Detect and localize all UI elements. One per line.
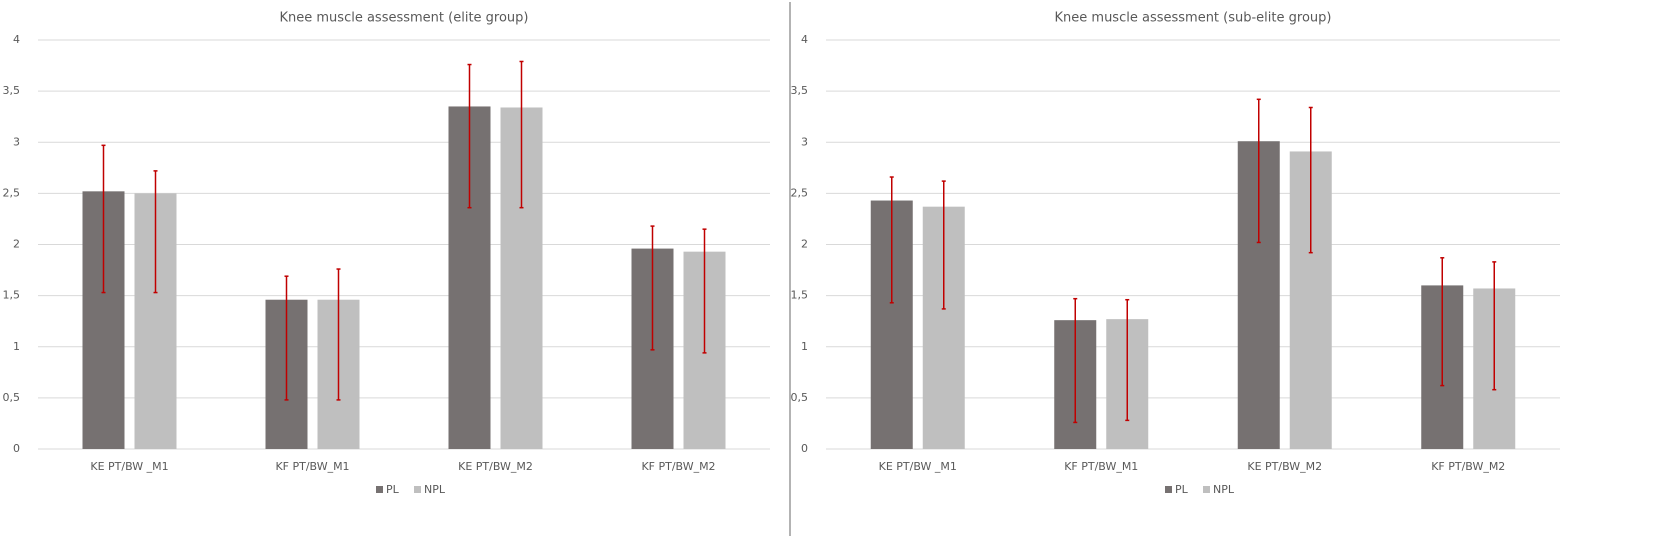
- y-tick-label: 3: [801, 135, 808, 148]
- y-tick-label: 3,5: [3, 84, 21, 97]
- legend-label: PL: [1175, 483, 1189, 496]
- legend-swatch: [376, 486, 383, 493]
- y-tick-label: 0: [801, 442, 808, 455]
- x-tick-label: KF PT/BW_M2: [641, 460, 715, 473]
- x-tick-label: KF PT/BW_M2: [1431, 460, 1505, 473]
- x-tick-label: KE PT/BW _M1: [90, 460, 168, 473]
- legend-label: NPL: [1213, 483, 1235, 496]
- legend-swatch: [1203, 486, 1210, 493]
- y-tick-label: 2,5: [791, 186, 809, 199]
- legend-swatch: [1165, 486, 1172, 493]
- chart-title: Knee muscle assessment (sub-elite group): [1055, 11, 1332, 26]
- y-tick-label: 3: [13, 135, 20, 148]
- x-tick-label: KE PT/BW_M2: [458, 460, 533, 473]
- x-tick-label: KF PT/BW_M1: [275, 460, 349, 473]
- x-tick-label: KE PT/BW_M2: [1247, 460, 1322, 473]
- legend-swatch: [414, 486, 421, 493]
- y-tick-label: 1,5: [3, 289, 21, 302]
- y-tick-label: 0,5: [3, 391, 21, 404]
- x-tick-label: KE PT/BW _M1: [879, 460, 957, 473]
- y-tick-label: 2: [801, 238, 808, 251]
- legend-label: NPL: [424, 483, 446, 496]
- y-tick-label: 2,5: [3, 186, 21, 199]
- y-tick-label: 3,5: [791, 84, 809, 97]
- y-tick-label: 0: [13, 442, 20, 455]
- y-tick-label: 1: [13, 340, 20, 353]
- y-tick-label: 1: [801, 340, 808, 353]
- chart-title: Knee muscle assessment (elite group): [280, 11, 529, 26]
- legend-label: PL: [386, 483, 400, 496]
- y-tick-label: 1,5: [791, 289, 809, 302]
- y-tick-label: 4: [13, 33, 20, 46]
- y-tick-label: 0,5: [791, 391, 809, 404]
- x-tick-label: KF PT/BW_M1: [1064, 460, 1138, 473]
- y-tick-label: 2: [13, 238, 20, 251]
- y-tick-label: 4: [801, 33, 808, 46]
